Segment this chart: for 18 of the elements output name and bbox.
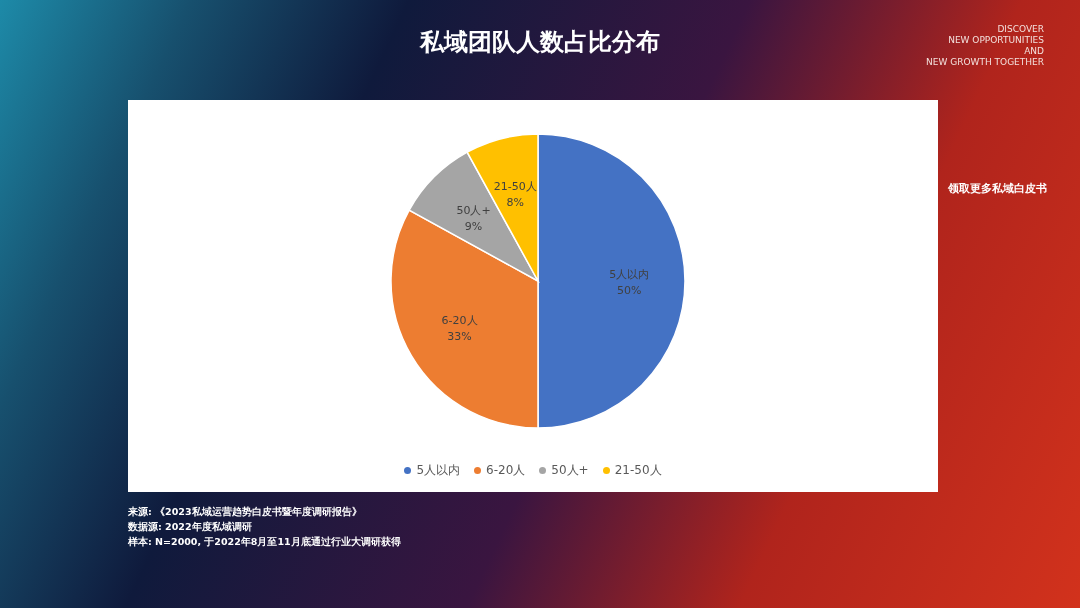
legend-label: 50人+ [551, 462, 589, 479]
data-label: 50% [616, 284, 642, 297]
slice-label: 21-50人 [493, 179, 537, 193]
slice-label: 50人+ [456, 203, 491, 217]
data-label: 33% [447, 330, 472, 344]
chart-title: 私域团队人数占比分布 [420, 28, 660, 56]
data-label: 9% [464, 219, 483, 233]
legend-label: 21-50人 [614, 462, 662, 479]
text: 领取更多私域白皮书 [948, 181, 1047, 196]
data-label: 8% [506, 195, 525, 209]
source-note: 来源: 《2023私域运营趋势白皮书暨年度调研报告》 [128, 505, 363, 519]
legend-label: 5人以内 [416, 462, 461, 479]
slice-label: 6-20人 [441, 314, 478, 328]
legend-label: 6-20人 [486, 462, 526, 479]
text: DISCOVER NEW OPPORTUNITIES AND NEW GROWTH TOGETHER [926, 24, 1044, 68]
text: 样本: N=2000, 于2022年8月至11月底通过行业大调研获得 [128, 535, 401, 549]
slice-label: 5人以内 [609, 268, 650, 281]
text: 数据源: 2022年度私域调研 [128, 520, 253, 534]
